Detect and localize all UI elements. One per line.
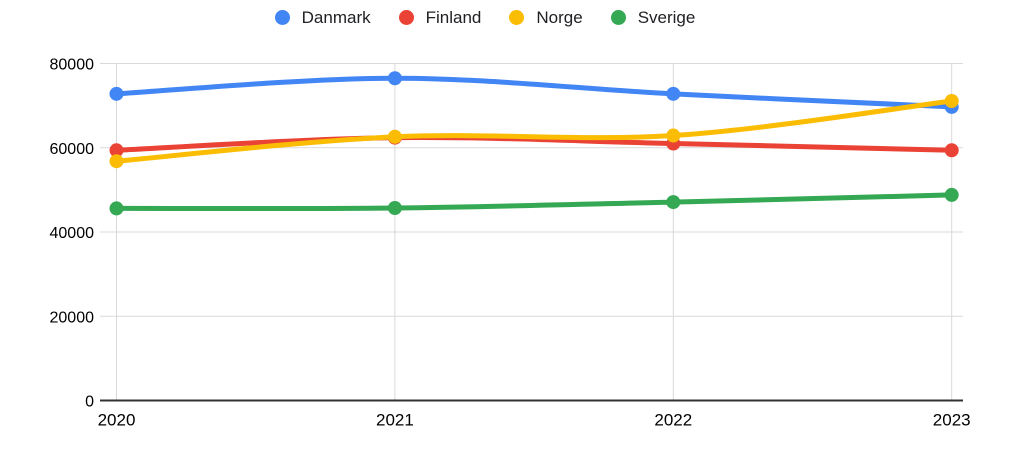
data-point-finland-2023[interactable] xyxy=(944,143,959,158)
data-point-norge-2022[interactable] xyxy=(666,128,681,143)
data-point-sverige-2020[interactable] xyxy=(109,201,124,216)
legend-item-finland[interactable]: Finland xyxy=(398,8,482,27)
y-axis-label-0: 0 xyxy=(85,394,94,411)
series-line-sverige xyxy=(114,192,955,212)
legend-swatch-norge-icon xyxy=(509,10,525,25)
chart-legend: Danmark Finland Norge Sverige xyxy=(0,9,997,26)
x-axis-label-2021: 2021 xyxy=(376,411,414,430)
data-point-sverige-2022[interactable] xyxy=(666,195,681,210)
legend-item-danmark[interactable]: Danmark xyxy=(274,8,371,27)
y-axis-label-80000: 80000 xyxy=(50,57,95,74)
legend-item-norge[interactable]: Norge xyxy=(509,8,583,27)
legend-item-sverige[interactable]: Sverige xyxy=(610,8,696,27)
data-point-finland-2020[interactable] xyxy=(109,143,124,158)
y-axis-label-60000: 60000 xyxy=(50,141,95,158)
data-point-danmark-2021[interactable] xyxy=(387,71,402,86)
legend-label-norge: Norge xyxy=(536,8,583,27)
data-point-danmark-2020[interactable] xyxy=(109,86,124,101)
series-line-danmark xyxy=(114,75,955,110)
legend-swatch-finland-icon xyxy=(398,10,414,25)
series-line-finland xyxy=(114,134,955,153)
data-point-norge-2020[interactable] xyxy=(109,154,124,169)
data-point-danmark-2022[interactable] xyxy=(666,86,681,101)
x-axis-label-2020: 2020 xyxy=(98,411,136,430)
data-point-sverige-2023[interactable] xyxy=(944,187,959,202)
y-axis-label-20000: 20000 xyxy=(50,309,95,326)
legend-label-danmark: Danmark xyxy=(301,8,371,27)
data-point-norge-2021[interactable] xyxy=(387,129,402,144)
x-axis-label-2023: 2023 xyxy=(933,411,971,430)
x-axis-label-2022: 2022 xyxy=(654,411,692,430)
series-line-norge xyxy=(114,98,955,164)
legend-label-sverige: Sverige xyxy=(637,8,696,27)
legend-swatch-sverige-icon xyxy=(610,10,626,25)
y-axis-label-40000: 40000 xyxy=(50,225,95,242)
data-point-sverige-2021[interactable] xyxy=(387,200,402,215)
data-point-norge-2023[interactable] xyxy=(944,93,959,108)
legend-label-finland: Finland xyxy=(425,8,482,27)
legend-swatch-danmark-icon xyxy=(274,10,290,25)
